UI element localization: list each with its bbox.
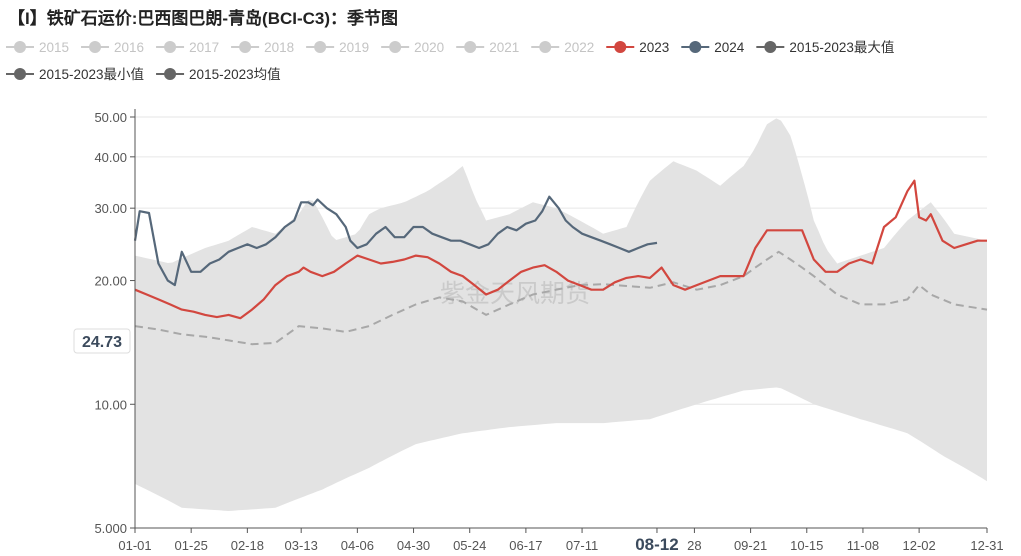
legend-label: 2015-2023最大值	[789, 40, 894, 55]
legend-item-2024[interactable]: 2024	[681, 40, 745, 55]
legend-marker	[614, 41, 627, 53]
x-tick-label: 05-24	[453, 538, 486, 553]
legend-item-2021[interactable]: 2021	[456, 40, 519, 55]
legend: 2015 2016 2017 2018 2019 2020 2021 2022 2023 2024…	[6, 40, 894, 82]
x-tick-label: 02-18	[231, 538, 264, 553]
y-tick-label: 20.00	[94, 274, 127, 289]
legend-marker	[314, 41, 327, 53]
x-tick-label: 06-17	[509, 538, 542, 553]
legend-label: 2022	[564, 40, 594, 55]
average-line	[134, 250, 988, 346]
y-tick-label: 10.00	[94, 397, 127, 412]
legend-label: 2017	[189, 40, 219, 55]
legend-marker	[689, 41, 702, 53]
legend-marker	[89, 41, 102, 53]
legend-label: 2020	[414, 40, 444, 55]
legend-label: 2016	[114, 40, 144, 55]
legend-marker	[14, 68, 26, 80]
legend-marker	[464, 41, 477, 53]
legend-item-2015-2023最小值[interactable]: 2015-2023最小值	[6, 67, 144, 82]
x-tick-label: 07-11	[566, 538, 598, 553]
legend-item-2016[interactable]: 2016	[81, 40, 144, 55]
legend-marker	[764, 41, 777, 53]
legend-item-2017[interactable]: 2017	[156, 40, 219, 55]
band-area	[135, 118, 987, 512]
y-tick-label: 50.00	[94, 110, 127, 125]
x-tick-label: 01-25	[175, 538, 208, 553]
cursor-y-label: 24.73	[82, 334, 122, 351]
min-max-band	[135, 118, 987, 512]
legend-item-2023[interactable]: 2023	[606, 40, 669, 55]
legend-item-2022[interactable]: 2022	[531, 40, 594, 55]
legend-label: 2024	[714, 40, 745, 55]
legend-label: 2023	[639, 40, 669, 55]
series-lines	[133, 179, 988, 346]
legend-item-2015-2023最大值[interactable]: 2015-2023最大值	[756, 40, 894, 55]
watermark: 紫金天风期货	[440, 280, 590, 308]
x-tick-label: 01-01	[118, 538, 151, 553]
legend-item-2015[interactable]: 2015	[6, 40, 69, 55]
series-2023-line	[134, 179, 987, 320]
axes: 5.000 10.00 20.00 30.00 40.00 50.00 01-01 01-25…	[94, 109, 1004, 554]
legend-marker	[239, 41, 252, 53]
legend-marker	[539, 41, 552, 53]
legend-label: 2021	[489, 40, 519, 55]
x-tick-label: 12-31	[970, 538, 1003, 553]
chart-title: 【I】铁矿石运价:巴西图巴朗-青岛(BCI-C3)：季节图	[8, 9, 399, 28]
x-tick-label: 10-15	[790, 538, 823, 553]
legend-label: 2018	[264, 40, 294, 55]
cursor-indicator: 24.73	[73, 328, 131, 354]
legend-item-2015-2023均值[interactable]: 2015-2023均值	[156, 67, 281, 82]
cursor-x-label: 08-12	[635, 535, 678, 554]
x-tick-label: 04-30	[397, 538, 430, 553]
x-tick-label: 28	[687, 538, 701, 553]
x-tick-label: 12-02	[902, 538, 935, 553]
x-tick-label: 11-08	[847, 538, 879, 553]
legend-label: 2015-2023最小值	[39, 67, 144, 82]
legend-label: 2015-2023均值	[189, 67, 281, 82]
y-tick-label: 40.00	[94, 150, 127, 165]
x-tick-label: 09-21	[734, 538, 767, 553]
x-tick-label: 04-06	[341, 538, 374, 553]
series-2024-line	[133, 195, 658, 287]
legend-marker	[164, 68, 177, 80]
legend-marker	[164, 41, 177, 53]
y-tick-label: 30.00	[94, 201, 127, 216]
legend-marker	[14, 41, 26, 53]
y-tick-label: 5.000	[94, 521, 127, 536]
legend-marker	[389, 41, 402, 53]
legend-item-2020[interactable]: 2020	[381, 40, 444, 55]
legend-item-2019[interactable]: 2019	[306, 40, 369, 55]
legend-label: 2015	[39, 40, 69, 55]
legend-item-2018[interactable]: 2018	[231, 40, 294, 55]
x-tick-label: 03-13	[285, 538, 318, 553]
cursor-y-label-box	[73, 328, 131, 354]
legend-label: 2019	[339, 40, 369, 55]
